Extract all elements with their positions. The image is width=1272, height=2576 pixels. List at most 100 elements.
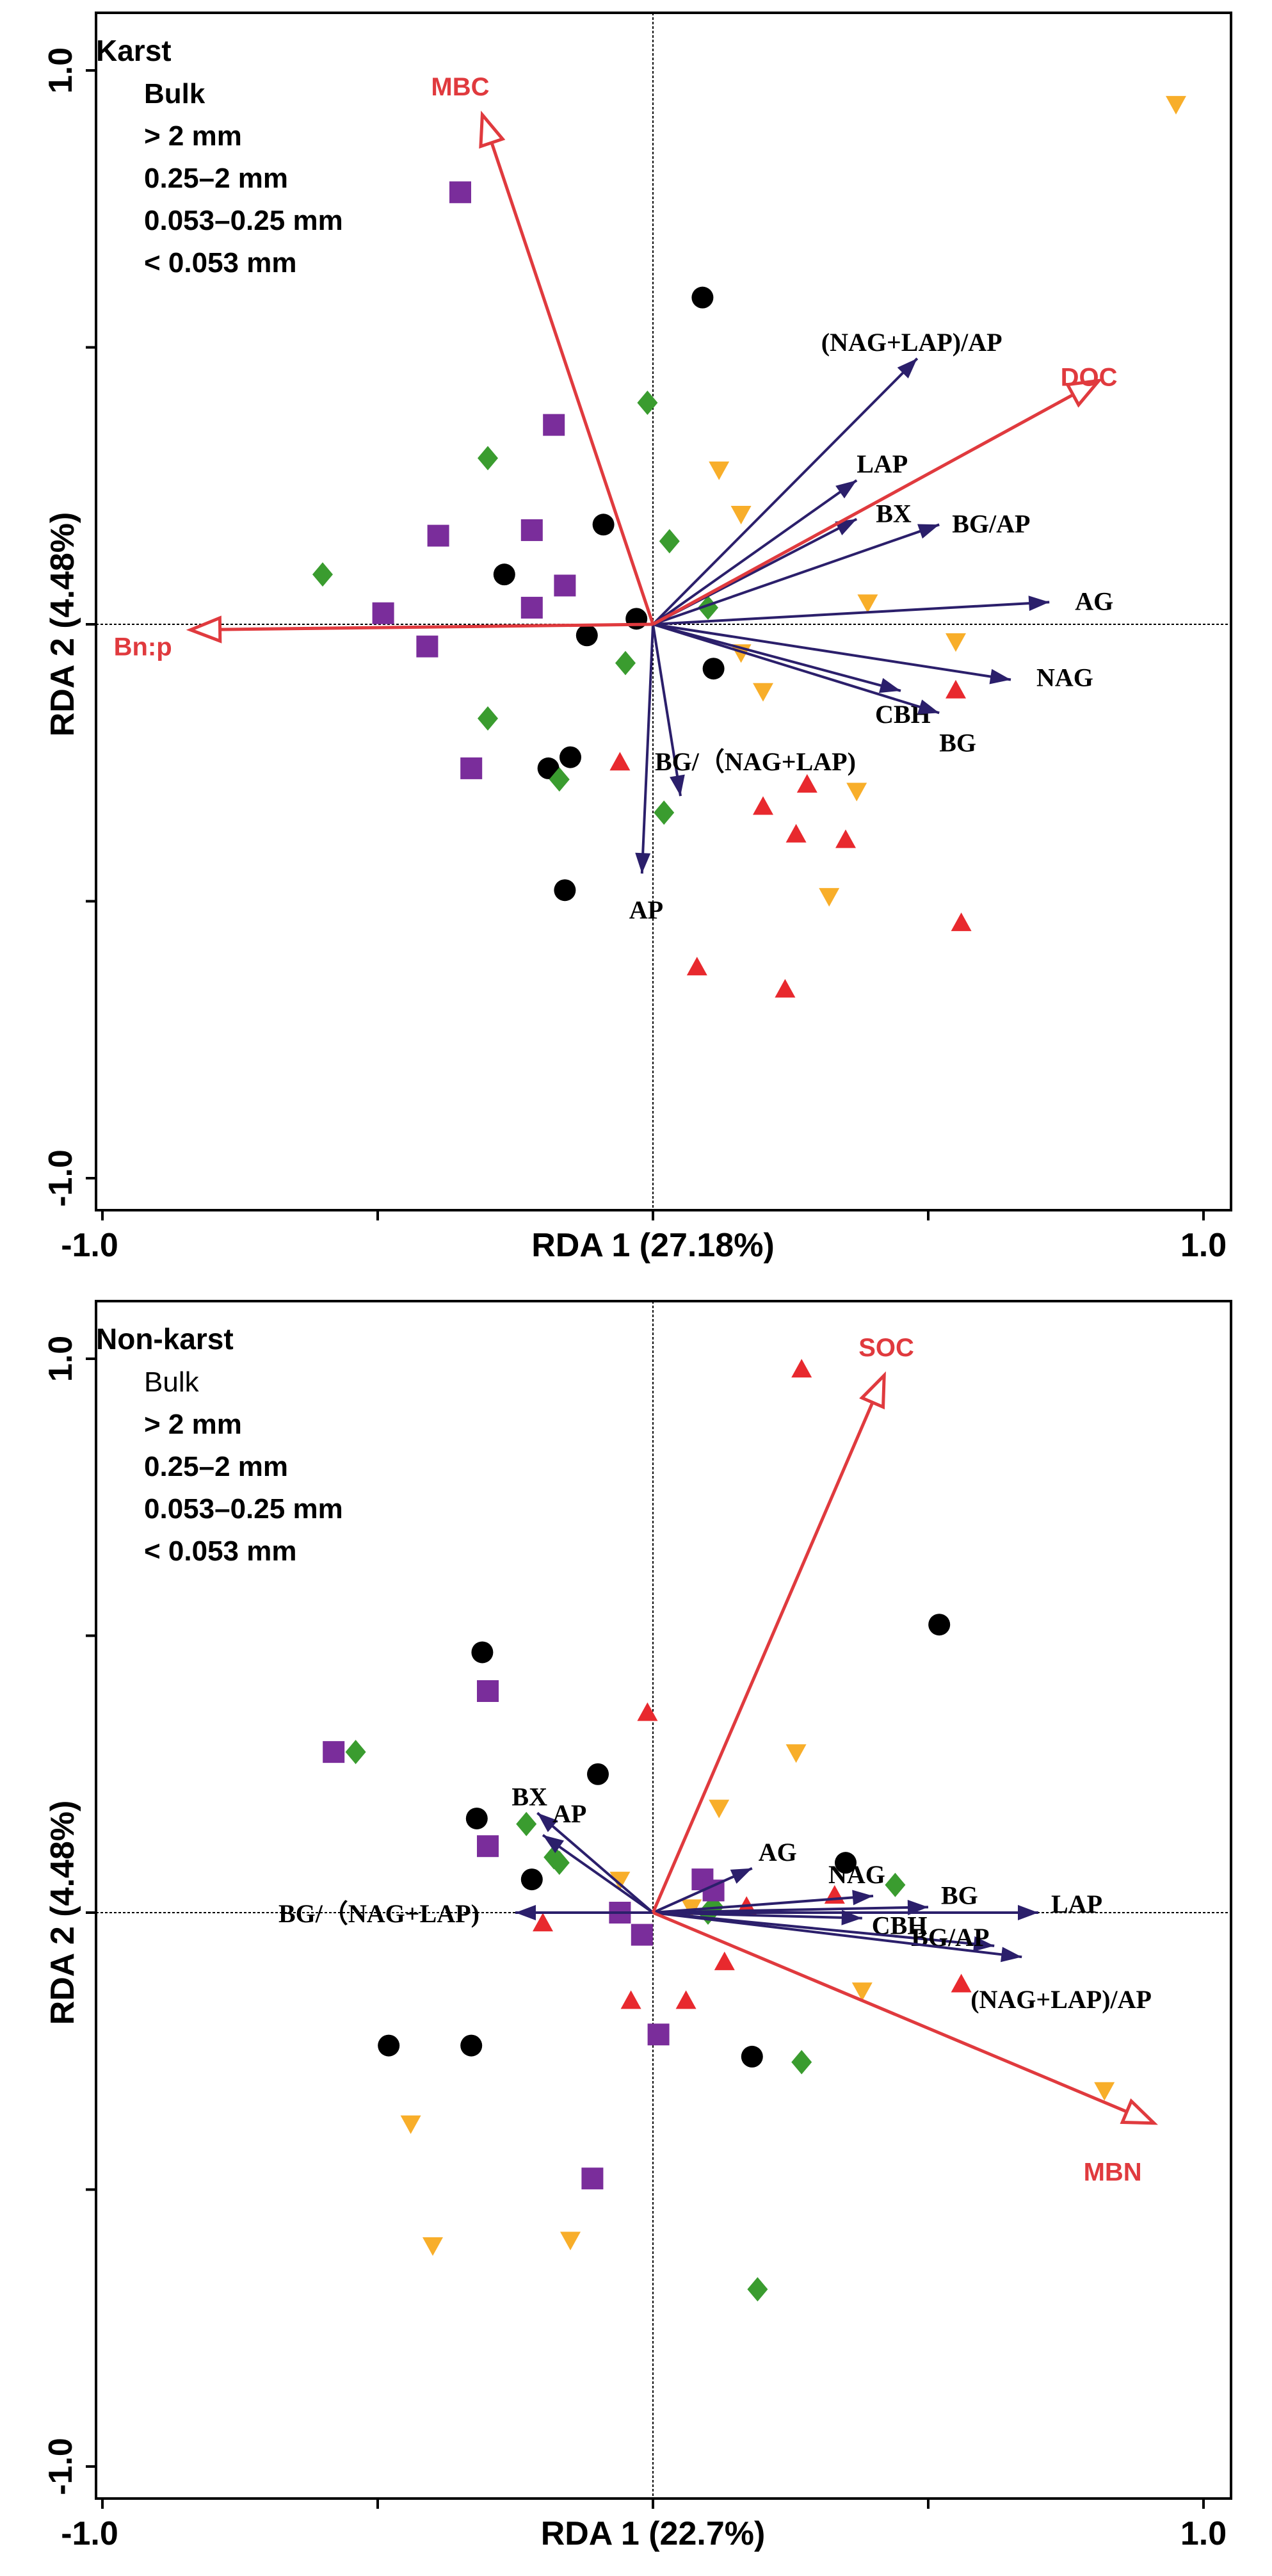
arrow-shaft [220,622,654,631]
rda-plot-nonkarst: -1.0 1.0 1.0 -1.0 RDA 1 (22.7%) RDA 2 (4.48%)… [0,1288,1272,2576]
axes-group: -1.0 1.0 1.0 -1.0 RDA 1 (22.7%) RDA 2 (4.48%) [42,1301,1231,2552]
enzyme-arrow-label: BG [941,1881,978,1909]
data-point-circle [702,658,725,680]
legend-group: Karst Bulk > 2 mm 0.25–2 mm 0.053–0.25 mm < 0… [96,34,343,279]
enzyme-arrow [536,1811,654,1914]
data-point-square [477,1680,499,1702]
legend-entry: Bulk [144,1366,200,1398]
data-point-triangle-down [846,782,867,802]
enzyme-arrow-label: BG/AP [952,509,1030,538]
arrow-head-hollow [859,1371,886,1410]
points-group [312,95,1186,998]
data-point-triangle-down [946,633,966,652]
x-tick-label: 1.0 [1180,1227,1227,1264]
data-point-triangle-up [620,1990,641,2009]
arrow-shaft [652,1911,1128,2114]
env-arrow-label: MBN [1084,2159,1142,2187]
enzyme-arrow-label: LAP [1051,1890,1102,1918]
data-point-diamond [345,1740,366,1765]
data-point-triangle-up [753,796,773,815]
y-axis-title: RDA 2 (4.48%) [44,512,81,737]
x-tick-label: 1.0 [1180,2515,1227,2552]
x-tick-label: -1.0 [61,2515,118,2552]
legend-entry: < 0.053 mm [144,247,297,279]
data-point-square [520,519,543,541]
data-point-diamond [791,2050,812,2075]
enzyme-arrow [652,1909,862,1925]
arrow-shaft [652,623,1011,681]
arrow-shaft [652,1895,874,1914]
data-point-diamond [312,562,333,587]
arrow-shaft [652,523,940,626]
y-tick-label: 1.0 [42,47,79,93]
arrow-shaft [652,623,901,692]
x-axis-title: RDA 1 (22.7%) [541,2515,766,2552]
data-point-circle [928,1614,951,1636]
data-point-triangle-up [686,957,707,976]
enzyme-arrow-label: AP [552,1799,586,1828]
data-point-square [631,1924,653,1946]
data-point-diamond [654,800,675,825]
enzyme-arrow-label: AG [759,1838,797,1867]
series-1 [609,679,972,998]
legend-title: Karst [96,34,172,67]
arrow-shaft [652,1911,995,1947]
y-tick-label: -1.0 [42,1149,79,1207]
data-point-circle [554,879,576,902]
arrow-shaft [652,601,1050,626]
data-point-diamond [543,1845,565,1870]
x-tick-label: -1.0 [61,1227,118,1264]
env-arrow [651,1371,886,1913]
data-point-square [581,2167,604,2190]
enzyme-arrow [652,357,919,626]
data-point-circle [625,608,648,630]
data-point-circle [537,757,560,779]
data-point-triangle-down [709,1799,730,1819]
arrow-shaft [652,357,919,626]
arrow-head-hollow [479,110,506,149]
env-arrow-label: MBC [431,73,489,101]
legend-group: Non-karst Bulk > 2 mm 0.25–2 mm 0.053–0.25 m… [96,1322,343,1567]
enzyme-arrow [652,623,940,715]
series-3 [312,391,718,825]
arrow-head [1028,595,1050,612]
enzyme-arrow-label: (NAG+LAP)/AP [821,328,1002,357]
data-point-square [554,574,576,597]
enzyme-arrow-label: LAP [857,450,908,478]
data-point-square [372,602,394,624]
data-point-triangle-up [609,752,631,771]
enzyme-arrow-label: (NAG+LAP)/AP [970,1985,1152,2014]
env-arrow-label: DOC [1061,363,1118,391]
data-point-triangle-up [951,912,972,932]
enzyme-arrow [652,1890,874,1914]
data-point-diamond [885,1872,906,1897]
data-point-triangle-down [753,683,773,702]
data-point-triangle-up [675,1990,696,2009]
arrow-head [989,668,1011,685]
enzyme-arrow-label: BG/（NAG+LAP) [278,1899,479,1928]
enzyme-arrow-label: BX [511,1782,547,1811]
data-point-triangle-down [819,887,840,907]
env-arrow [652,1911,1158,2125]
legend-title: Non-karst [96,1322,234,1356]
enzyme-arrow-label: BG/AP [911,1923,989,1952]
enzyme-arrow [635,624,654,874]
env-arrow [479,110,655,625]
points-group [323,1359,1115,2302]
rda-plot-karst: -1.0 1.0 1.0 -1.0 RDA 1 (27.18%) RDA 2 (4.48%… [42,12,1232,1264]
data-point-circle [835,1852,857,1874]
data-point-square [647,2023,670,2046]
series-4 [372,181,576,779]
arrow-shaft [652,393,1074,626]
arrow-head [537,1813,558,1833]
enzyme-arrow [515,1905,653,1920]
data-point-circle [493,563,515,586]
arrow-head [543,1835,565,1854]
legend-entry: 0.25–2 mm [144,1451,288,1482]
arrow-head [515,1905,536,1920]
data-point-triangle-down [609,1872,631,1891]
enzyme-arrow-label: NAG [1036,663,1093,692]
arrow-shaft [536,1811,654,1914]
enzyme-arrow [542,1834,654,1914]
